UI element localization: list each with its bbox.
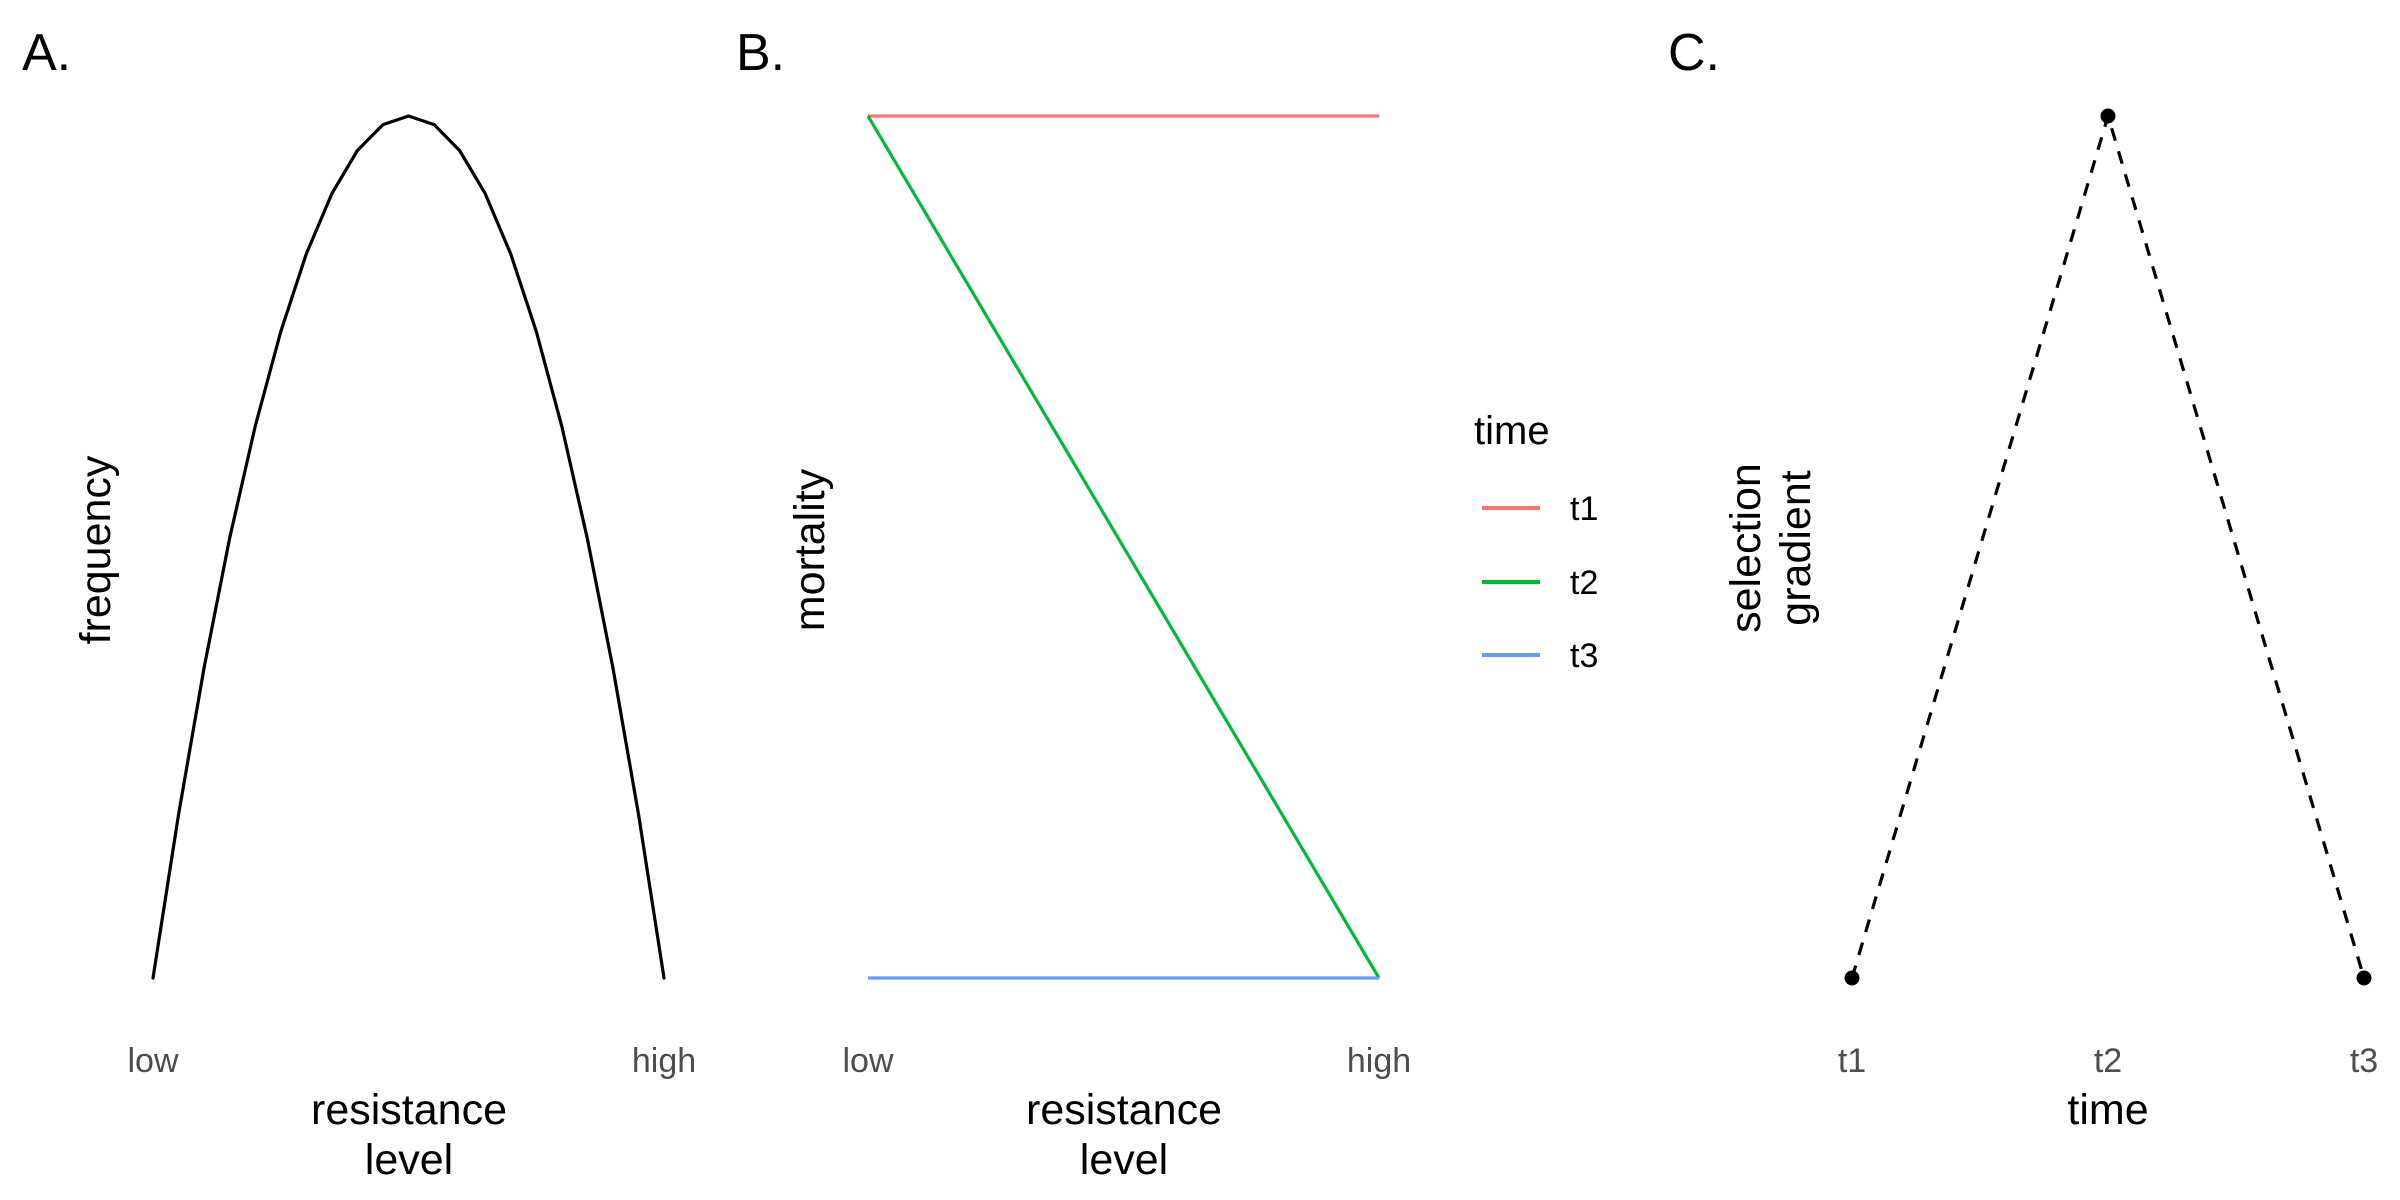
panel-c-point-t2 xyxy=(2100,108,2116,124)
panel-b-legend-label-t3: t3 xyxy=(1570,637,1598,675)
panel-a-curve xyxy=(151,114,666,980)
panel-b-legend-label-t1: t1 xyxy=(1570,490,1598,528)
panel-b-tag: B. xyxy=(736,24,785,82)
panel-b-x-axis-title-line2: level xyxy=(1080,1136,1168,1184)
panel-b-x-axis-title: resistance level xyxy=(1026,1086,1222,1184)
panel-c-x-ticks: t1 t2 t3 xyxy=(1838,1042,2378,1080)
panel-c-x-tick-t1: t1 xyxy=(1838,1042,1866,1080)
panel-b-legend-item-t1: t1 xyxy=(1482,490,1598,528)
panel-a-x-tick-low: low xyxy=(127,1042,178,1080)
panel-a-x-axis-title-line2: level xyxy=(365,1136,453,1184)
panel-c-point-t1 xyxy=(1844,970,1860,986)
panel-b-series-t2 xyxy=(866,115,1381,979)
panel-b-x-ticks: low high xyxy=(842,1042,1411,1080)
panel-b-y-axis-title: mortality xyxy=(786,468,834,631)
panel-c-y-axis-title-line2: gradient xyxy=(1772,470,1820,625)
panel-a-x-ticks: low high xyxy=(127,1042,696,1080)
panel-b-legend-title: time xyxy=(1474,409,1550,453)
panel-a-tag: A. xyxy=(22,24,71,82)
panel-b-x-tick-high: high xyxy=(1347,1042,1411,1080)
panel-b-plot xyxy=(866,114,1381,980)
panel-c-y-axis-title-line1: selection xyxy=(1722,463,1770,633)
panel-c-line xyxy=(1850,110,2366,979)
panel-a-x-axis-title: resistance level xyxy=(311,1086,507,1184)
panel-b: B. low high resistance level mortality t… xyxy=(736,24,1598,1184)
panel-b-legend-item-t2: t2 xyxy=(1482,564,1598,602)
panel-a-plot xyxy=(151,114,666,980)
panel-a-y-axis-title: frequency xyxy=(72,455,120,644)
panel-c-y-axis-title: selection gradient xyxy=(1722,463,1820,633)
panel-a-x-tick-high: high xyxy=(632,1042,696,1080)
panel-c-x-tick-t2: t2 xyxy=(2094,1042,2122,1080)
panel-c-x-axis-title: time xyxy=(2067,1086,2148,1134)
panel-b-x-tick-low: low xyxy=(842,1042,893,1080)
panel-c-tag: C. xyxy=(1668,24,1720,82)
panel-b-legend: time t1 t2 t3 xyxy=(1474,409,1598,675)
panel-c-point-t3 xyxy=(2356,970,2372,986)
panel-c-plot xyxy=(1844,108,2372,986)
panel-b-legend-item-t3: t3 xyxy=(1482,637,1598,675)
panel-c: C. t1 t2 t3 time selection gradient xyxy=(1668,24,2378,1134)
panel-b-legend-label-t2: t2 xyxy=(1570,564,1598,602)
panel-a: A. low high resistance level frequency xyxy=(22,24,696,1184)
panel-a-x-axis-title-line1: resistance xyxy=(311,1086,507,1134)
panel-c-x-tick-t3: t3 xyxy=(2350,1042,2378,1080)
panel-b-x-axis-title-line1: resistance xyxy=(1026,1086,1222,1134)
